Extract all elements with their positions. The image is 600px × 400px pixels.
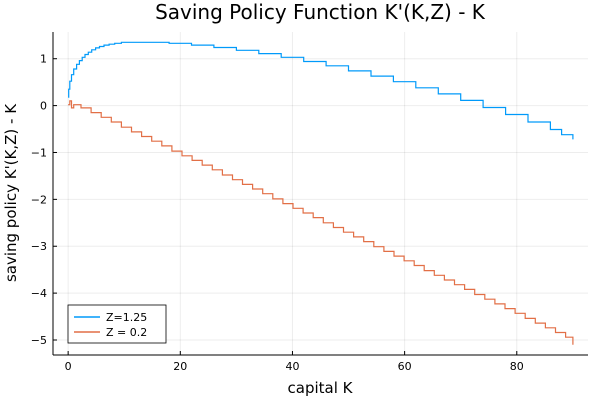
plot-area	[68, 41, 574, 345]
x-tick-label: 60	[398, 360, 412, 373]
y-tick-label: −5	[31, 334, 47, 347]
legend: Z=1.25 Z = 0.2	[67, 304, 167, 344]
y-tick-label: −2	[31, 193, 47, 206]
x-tick-label: 20	[173, 360, 187, 373]
x-tick-label: 0	[65, 360, 72, 373]
x-tick-label: 40	[285, 360, 299, 373]
tick-labels: 0 20 40 60 80 −5 −4 −3 −2 −1 0 1	[31, 53, 524, 373]
y-tick-label: 1	[40, 53, 47, 66]
series-line-2	[68, 100, 574, 345]
y-axis-label: saving policy K'(K,Z) - K	[2, 103, 20, 282]
series-line-1	[68, 41, 574, 140]
legend-box	[67, 304, 167, 344]
chart-title: Saving Policy Function K'(K,Z) - K	[155, 0, 486, 24]
y-tick-label: −3	[31, 240, 47, 253]
y-tick-label: −4	[31, 287, 47, 300]
y-tick-label: 0	[40, 100, 47, 113]
x-axis-label: capital K	[288, 379, 354, 397]
legend-label: Z=1.25	[106, 311, 147, 324]
y-tick-label: −1	[31, 146, 47, 159]
axes	[52, 32, 588, 356]
legend-label: Z = 0.2	[106, 326, 147, 339]
x-tick-label: 80	[510, 360, 524, 373]
